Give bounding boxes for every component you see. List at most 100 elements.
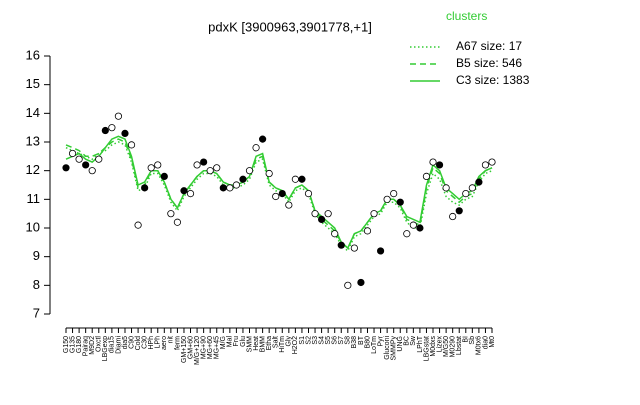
x-tick-label: S7 [338,336,345,345]
x-tick-label: M0290 [450,336,457,358]
x-tick-label: Mt0 [489,336,496,348]
x-tick-label: HPh [148,336,155,350]
data-point [245,167,254,175]
data-point [449,212,457,221]
x-tick-label: HiTm [279,336,286,353]
x-tick-label: S1 [299,336,306,345]
x-tick-label: MG+45 [214,336,221,359]
x-tick-label: BMM [259,336,266,353]
data-point [331,230,339,238]
legend-label: C3 size: 1383 [456,73,530,87]
x-tick-label: S5 [325,336,332,345]
x-tick-label: Glu [240,336,247,347]
x-tick-label: LPhT [417,335,424,352]
y-tick-label: 11 [27,191,41,206]
data-point [475,178,483,186]
x-tick-label: M0dxs [430,336,437,357]
y-tick-label: 7 [33,305,40,320]
data-point [213,164,221,172]
data-point [219,184,227,192]
y-tick-label: 14 [26,105,40,120]
data-point [304,190,313,198]
data-point [422,172,431,180]
data-point [468,184,476,192]
x-tick-label: M9D2 [89,336,96,355]
x-tick-label: G180 [76,336,83,353]
x-tick-label: S3 [312,336,319,345]
x-tick-label: Diami [115,336,122,354]
data-point [252,144,260,152]
x-tick-label: G135 [69,336,76,353]
data-point [62,164,70,172]
x-tick-label: GM+150 [181,336,188,363]
x-tick-label: SMMPy [391,336,398,361]
data-point [88,167,96,175]
data-point [383,195,391,203]
data-point [127,141,136,149]
x-tick-label: Salt [273,336,280,348]
data-point [232,181,240,189]
x-tick-label: H2O2 [292,336,299,354]
x-tick-label: UNG [397,336,404,352]
data-point [462,190,470,198]
x-tick-label: Fru [233,336,240,347]
x-tick-label: S8 [345,336,352,345]
data-point [167,210,175,218]
data-point [285,201,293,209]
data-point [291,175,299,183]
data-point [75,155,83,163]
data-point [311,210,319,218]
x-tick-label: M/G50 [443,336,450,357]
data-point [455,207,463,215]
data-point [200,158,208,166]
legend-label: A67 size: 17 [456,39,522,53]
x-tick-label: SMM [246,336,253,353]
data-point [121,129,129,137]
data-point [337,241,345,249]
data-point [350,244,358,252]
data-point [442,184,450,192]
x-tick-label: Gluconi [384,336,391,360]
data-point [488,158,496,166]
data-point [226,184,234,192]
x-tick-label: S4 [318,336,325,345]
data-point [416,224,424,232]
x-tick-label: dia5 [122,336,129,349]
data-point [160,172,168,180]
x-tick-label: Lbstat [456,336,463,355]
plot-area [58,48,522,320]
data-point [390,190,398,198]
x-tick-label: LBGstat [423,336,430,361]
x-tick-label: S6 [332,336,339,345]
x-tick-label: dia15 [109,336,116,353]
x-tick-label: Cold [135,336,142,351]
series-line [65,135,493,250]
data-point [370,210,378,218]
x-tick-label: Lizex [436,336,443,353]
data-point [396,198,404,206]
x-tick-label: ferm [174,336,181,350]
y-tick-label: 15 [26,76,40,91]
data-point [409,221,417,229]
x-tick-label: M/G+120 [194,336,201,365]
data-point [324,210,332,218]
data-point [68,149,77,158]
x-tick-label: G150 [63,336,70,353]
x-tick-label: B80 [364,336,371,349]
data-point [180,187,188,195]
data-point [344,281,352,289]
x-tick-label: BC [404,336,411,346]
data-point [206,167,214,175]
x-tick-label: BT [358,335,365,345]
data-point [82,161,90,169]
data-point [239,175,247,183]
data-point [481,161,490,169]
x-tick-label: S2 [305,336,312,345]
data-point [317,215,326,223]
x-tick-label: LBGexp [102,336,109,361]
x-tick-label: dia0 [482,336,489,349]
y-tick-label: 13 [26,133,40,148]
y-tick-label: 10 [26,219,40,234]
y-tick-label: 16 [26,47,40,62]
data-point [141,184,149,192]
